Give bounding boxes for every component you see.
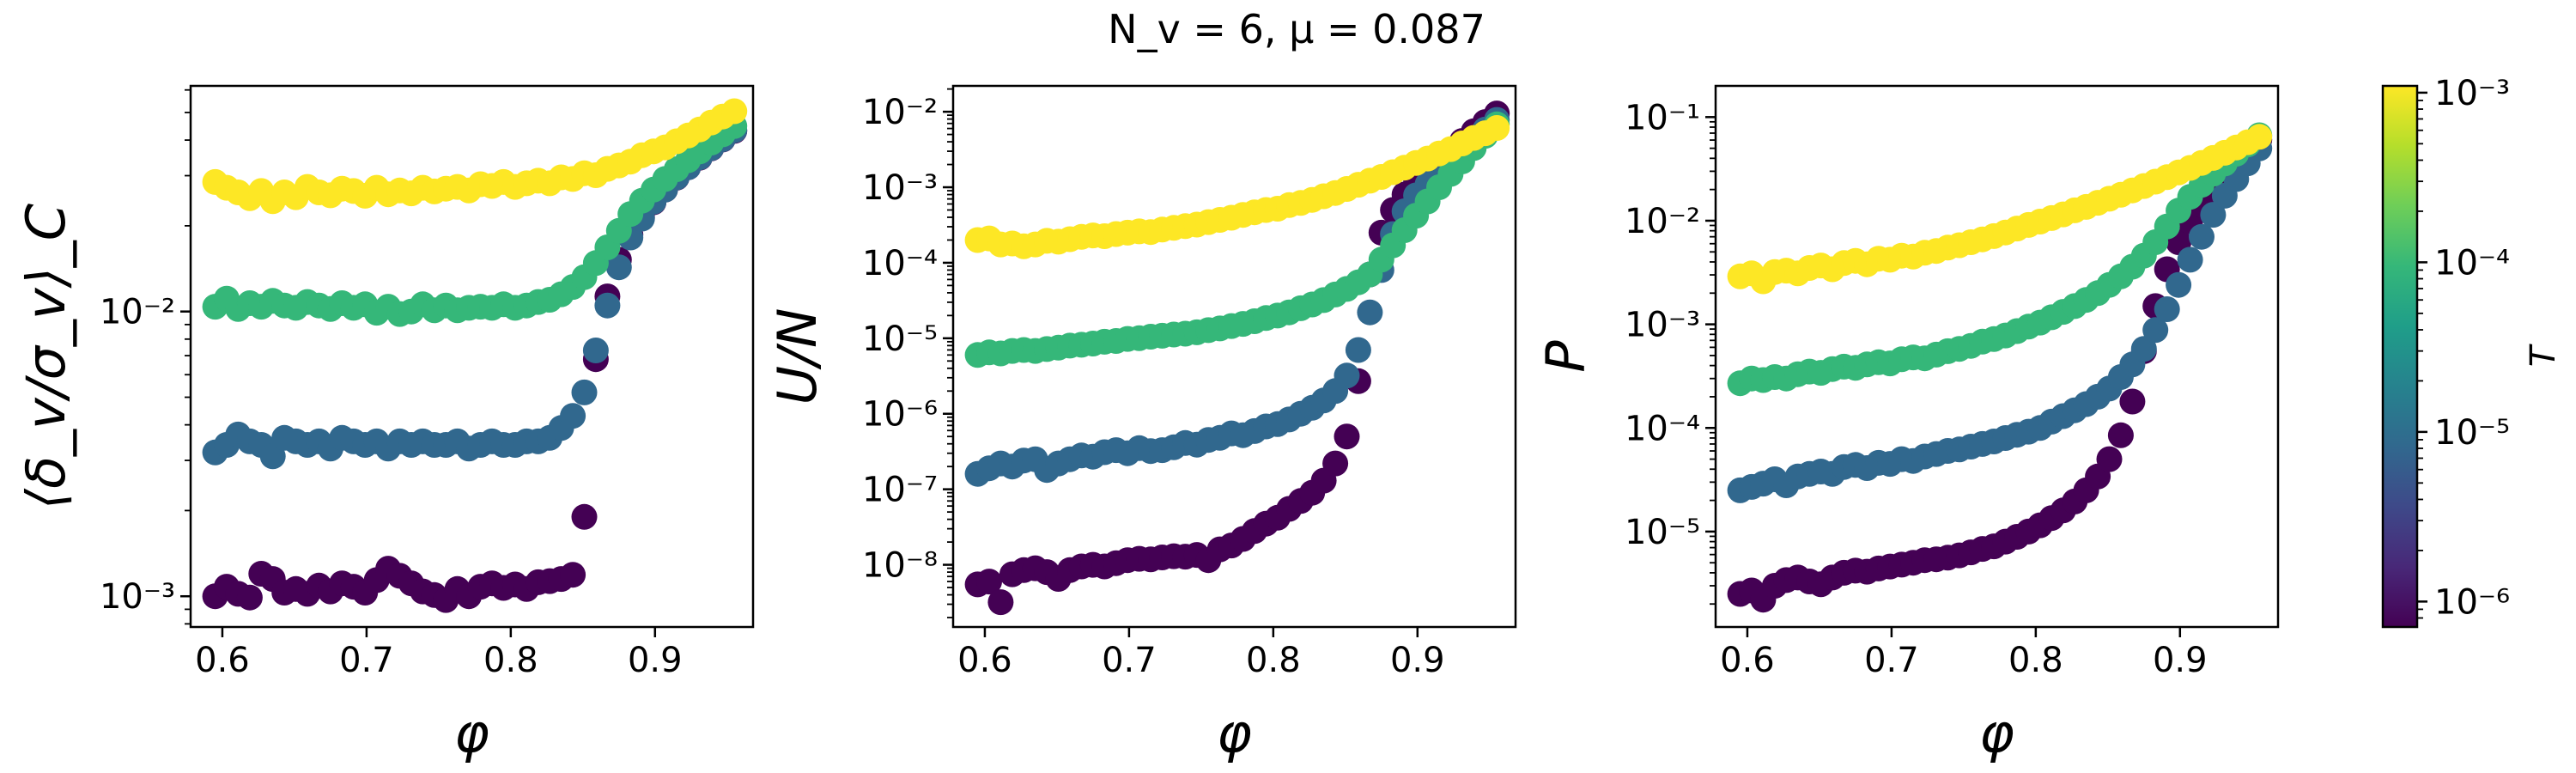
data-point-p2-s3-33 [1334,362,1360,389]
y-tick-label: 10⁻⁴ [862,244,938,283]
data-point-p2-s3-35 [1357,299,1383,326]
points-group-1 [202,98,748,613]
colorbar-tick-label: 10⁻³ [2434,74,2510,113]
x-tick-label: 0.8 [2008,641,2063,680]
y-tick-label: 10⁻² [1625,202,1700,241]
panel-1: 0.6 0.7 0.8 0.9 10⁻³ 10⁻² φ ⟨δ_v/σ_v⟩_C [15,84,755,764]
colorbar: 10⁻⁶ 10⁻⁵ 10⁻⁴ 10⁻³ T [2381,74,2563,629]
x-tick-label: 0.6 [957,641,1012,680]
data-point-p3-s3-37 [2142,317,2169,344]
y-axis-2: 10⁻⁸ 10⁻⁷ 10⁻⁶ 10⁻⁵ 10⁻⁴ 10⁻³ 10⁻² [862,88,953,618]
x-axis-3: 0.6 0.7 0.8 0.9 [1720,627,2208,680]
y-tick-label: 10⁻⁵ [1625,513,1700,552]
data-point-p3-s4-33 [2096,446,2123,472]
data-point-p1-s4-4 [236,584,263,611]
data-point-p3-s4-34 [2107,422,2134,448]
data-point-p1-s3-36 [605,254,632,281]
y-tick-label: 10⁻¹ [1625,98,1700,137]
x-tick-label: 0.8 [1246,641,1301,680]
data-point-p2-s4-33 [1334,423,1360,450]
data-point-p3-s4-35 [2119,388,2146,415]
x-axis-label-1: φ [454,702,489,764]
data-point-p3-s3-39 [2166,271,2192,298]
points-group-2 [964,100,1510,616]
x-axis-1: 0.6 0.7 0.8 0.9 [195,627,683,680]
y-axis-label-1: ⟨δ_v/σ_v⟩_C [15,203,77,509]
data-point-p1-s3-6 [259,443,286,470]
data-point-p3-s3-41 [2189,223,2215,250]
data-point-p1-s4-32 [560,562,586,588]
colorbar-gradient [2381,84,2419,629]
data-point-p2-s1-46 [1484,115,1510,141]
y-tick-label: 10⁻³ [862,168,938,208]
data-point-p1-s4-33 [571,503,598,530]
points-group-3 [1727,122,2273,613]
x-axis-2: 0.6 0.7 0.8 0.9 [957,627,1445,680]
data-point-p2-s4-2 [976,569,1002,595]
y-tick-label: 10⁻² [862,93,938,132]
data-point-p3-s3-42 [2200,202,2227,228]
data-point-p2-s4-3 [987,589,1014,616]
data-point-p3-s3-40 [2177,247,2203,273]
x-tick-label: 0.7 [1102,641,1157,680]
y-tick-label: 10⁻⁷ [862,471,938,510]
x-axis-label-2: φ [1217,702,1252,764]
x-tick-label: 0.9 [628,641,683,680]
data-point-p1-s3-35 [594,292,621,319]
y-axis-1: 10⁻³ 10⁻² [100,88,191,625]
data-point-p2-s4-32 [1322,450,1349,477]
colorbar-label: T [2524,343,2563,367]
x-tick-label: 0.7 [1864,641,1919,680]
data-point-p1-s3-32 [560,403,586,429]
y-axis-label-3: P [1534,340,1597,373]
x-tick-label: 0.9 [2153,641,2208,680]
colorbar-tick-label: 10⁻⁶ [2434,582,2510,622]
y-tick-label: 10⁻² [100,293,175,332]
panel-2: 0.6 0.7 0.8 0.9 10⁻⁸10⁻⁷10⁻⁶10⁻⁵10⁻⁴10⁻³10⁻… [766,84,1517,764]
colorbar-ticks: 10⁻⁶ 10⁻⁵ 10⁻⁴ 10⁻³ [2417,74,2510,622]
data-point-p2-s3-34 [1345,337,1371,363]
figure-title: N_v = 6, μ = 0.087 [1108,6,1485,52]
y-tick-label: 10⁻³ [100,577,175,617]
y-tick-label: 10⁻⁸ [862,546,938,586]
data-point-p3-s3-36 [2130,336,2157,362]
y-tick-label: 10⁻³ [1625,306,1700,345]
data-point-p1-s1-46 [721,98,748,125]
panel-3: 0.6 0.7 0.8 0.9 10⁻⁵ 10⁻⁴ 10⁻³ 10⁻² 10⁻¹ φ P [1534,84,2280,764]
x-tick-label: 0.6 [195,641,250,680]
colorbar-tick-label: 10⁻⁴ [2434,243,2510,283]
x-tick-label: 0.9 [1390,641,1445,680]
y-axis-label-2: U/N [766,308,829,405]
y-axis-3: 10⁻⁵ 10⁻⁴ 10⁻³ 10⁻² 10⁻¹ [1625,98,1716,606]
y-tick-label: 10⁻⁴ [1625,409,1700,448]
y-tick-label: 10⁻⁶ [862,395,938,435]
data-point-p3-s3-38 [2154,296,2180,322]
x-axis-label-3: φ [1979,702,2014,764]
x-tick-label: 0.6 [1720,641,1775,680]
x-tick-label: 0.7 [339,641,394,680]
data-point-p1-s3-33 [571,379,598,405]
data-point-p1-s3-34 [582,338,609,363]
colorbar-tick-label: 10⁻⁵ [2434,413,2510,453]
y-tick-label: 10⁻⁵ [862,320,938,359]
x-tick-label: 0.8 [483,641,538,680]
data-point-p3-s1-46 [2246,124,2273,150]
